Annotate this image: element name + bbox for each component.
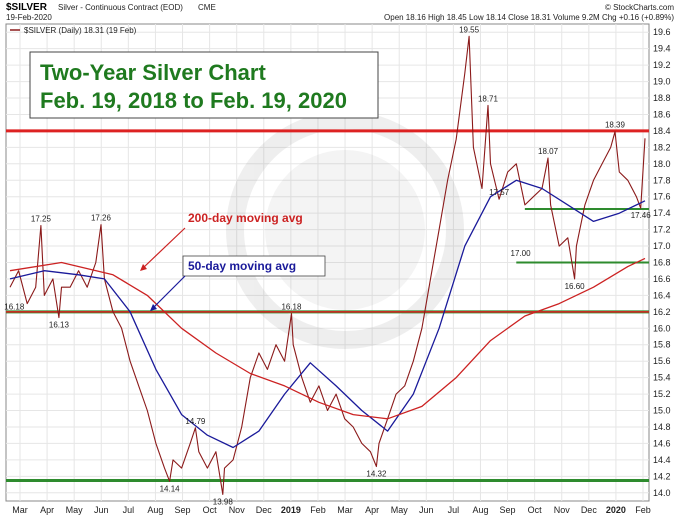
x-tick-label: Jul: [123, 505, 135, 515]
y-tick-label: 19.6: [653, 27, 671, 37]
price-annotation: 16.18: [4, 302, 25, 311]
y-tick-label: 14.6: [653, 438, 671, 448]
y-tick-label: 17.2: [653, 225, 671, 235]
x-tick-label: Mar: [12, 505, 28, 515]
x-tick-label: Nov: [229, 505, 246, 515]
price-annotation: 17.25: [31, 214, 52, 223]
x-tick-label: Feb: [635, 505, 651, 515]
description: Silver - Continuous Contract (EOD): [58, 3, 183, 12]
callout-200day-arrowhead: [140, 264, 147, 271]
y-tick-label: 15.0: [653, 406, 671, 416]
y-tick-label: 16.4: [653, 290, 671, 300]
y-tick-label: 18.6: [653, 109, 671, 119]
exchange: CME: [198, 3, 216, 12]
price-annotation: 18.71: [478, 94, 499, 103]
x-tick-label: Dec: [581, 505, 598, 515]
quote-line: Open 18.16 High 18.45 Low 18.14 Close 18…: [384, 13, 674, 22]
x-tick-label: Apr: [365, 505, 379, 515]
legend-label: $SILVER (Daily) 18.31 (19 Feb): [24, 26, 137, 35]
x-tick-label: Oct: [203, 505, 218, 515]
callout-50day-arrow: [152, 275, 186, 309]
y-tick-label: 17.4: [653, 208, 671, 218]
y-tick-label: 18.0: [653, 159, 671, 169]
x-tick-label: Sep: [175, 505, 191, 515]
ma200-line: [9, 257, 646, 420]
y-tick-label: 17.8: [653, 175, 671, 185]
y-tick-label: 16.2: [653, 307, 671, 317]
price-annotation: 18.07: [538, 147, 559, 156]
x-tick-label: Feb: [310, 505, 326, 515]
price-annotation: 13.98: [213, 497, 234, 506]
price-annotation: 16.60: [565, 282, 586, 291]
price-annotation: 14.79: [185, 417, 206, 426]
y-tick-label: 18.2: [653, 142, 671, 152]
y-tick-label: 14.8: [653, 422, 671, 432]
y-tick-label: 18.8: [653, 93, 671, 103]
y-tick-label: 15.2: [653, 389, 671, 399]
x-tick-label: Jul: [448, 505, 460, 515]
x-axis: Mar Apr May Jun Jul Aug Sep Oct Nov Dec 2019 Feb Mar…: [12, 505, 651, 515]
x-tick-label: May: [391, 505, 409, 515]
price-annotation: 14.32: [366, 469, 387, 478]
callout-50day: 50-day moving avg: [188, 259, 296, 273]
watermark: © StockCharts.com: [605, 3, 674, 12]
price-annotation: 17.57: [489, 188, 510, 197]
callout-50day-box: [182, 255, 326, 277]
y-tick-label: 18.4: [653, 126, 671, 136]
chart-title: Two-Year Silver Chart: [40, 60, 266, 85]
callout-200day-arrow: [142, 227, 186, 269]
x-tick-label: Aug: [472, 505, 488, 515]
y-tick-label: 15.6: [653, 356, 671, 366]
y-tick-label: 14.0: [653, 488, 671, 498]
x-tick-label: Mar: [337, 505, 353, 515]
x-tick-label: Nov: [554, 505, 571, 515]
price-annotation: 17.26: [91, 214, 112, 223]
x-tick-label: Jun: [419, 505, 434, 515]
y-tick-label: 16.6: [653, 274, 671, 284]
price-annotation: 16.13: [49, 321, 70, 330]
y-tick-label: 17.6: [653, 192, 671, 202]
x-tick-label: May: [66, 505, 84, 515]
callout-200day: 200-day moving avg: [188, 211, 303, 225]
y-tick-label: 16.0: [653, 323, 671, 333]
y-tick-label: 15.8: [653, 340, 671, 350]
callout-50day-arrowhead: [150, 304, 157, 311]
x-tick-label: Oct: [528, 505, 543, 515]
x-tick-label: 2019: [281, 505, 301, 515]
y-tick-label: 15.4: [653, 373, 671, 383]
x-tick-label: Apr: [40, 505, 54, 515]
coin-watermark: [226, 111, 464, 349]
y-tick-label: 14.2: [653, 471, 671, 481]
y-axis: 14.0 14.2 14.4 14.6 14.8 15.0 15.2 15.4 15.6 15.8…: [653, 27, 671, 498]
ma50-line: [9, 179, 646, 449]
price-annotation: 18.39: [605, 121, 626, 130]
y-tick-label: 16.8: [653, 258, 671, 268]
price-annotation: 17.46: [631, 211, 652, 220]
x-tick-label: 2020: [606, 505, 626, 515]
x-tick-label: Jun: [94, 505, 109, 515]
y-tick-label: 19.4: [653, 44, 671, 54]
grid: [6, 24, 649, 501]
title-box: [29, 51, 379, 119]
price-annotation: 19.55: [459, 25, 480, 34]
y-tick-label: 19.0: [653, 77, 671, 87]
x-tick-label: Dec: [256, 505, 273, 515]
price-annotation: 16.18: [281, 302, 302, 311]
y-tick-label: 19.2: [653, 60, 671, 70]
y-tick-label: 17.0: [653, 241, 671, 251]
x-tick-label: Aug: [147, 505, 163, 515]
price-line: [9, 35, 646, 495]
header-date: 19-Feb-2020: [6, 13, 52, 22]
price-labels: 17.25 17.26 16.18 16.13 14.14 14.79 13.98 16.18…: [4, 25, 651, 506]
symbol: $SILVER: [6, 2, 48, 13]
x-tick-label: Sep: [500, 505, 516, 515]
chart-subtitle: Feb. 19, 2018 to Feb. 19, 2020: [40, 88, 347, 113]
series-group: [9, 35, 646, 495]
y-tick-label: 14.4: [653, 455, 671, 465]
price-annotation: 17.00: [511, 249, 532, 258]
price-annotation: 14.14: [160, 484, 181, 493]
